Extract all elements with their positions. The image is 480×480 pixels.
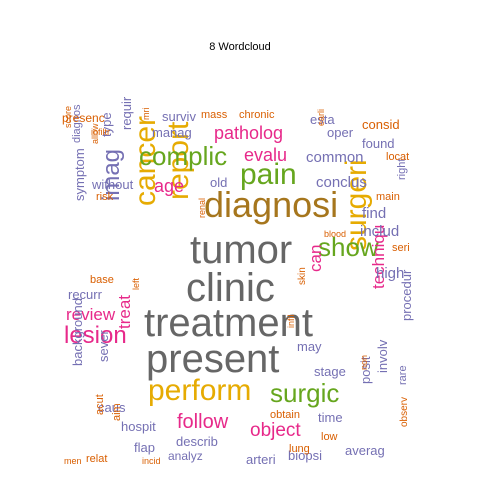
- word-lesion: lesion: [64, 322, 127, 349]
- word-common: common: [306, 149, 364, 166]
- word-perform: perform: [148, 374, 252, 407]
- word-sever: sever: [96, 330, 111, 362]
- word-base: base: [90, 274, 114, 286]
- word-analyz: analyz: [168, 449, 203, 463]
- word-treatment: treatment: [144, 301, 313, 345]
- word-age: age: [154, 176, 185, 196]
- word-present: present: [146, 337, 280, 381]
- word-patholog: patholog: [214, 123, 284, 143]
- word-esta: esta: [310, 112, 335, 127]
- word-earli: earli: [316, 108, 326, 126]
- word-rare: rare: [397, 365, 409, 385]
- word-skin: skin: [297, 267, 308, 285]
- word-lung: lung: [289, 443, 310, 455]
- word-incid: incid: [142, 456, 161, 466]
- word-surviv: surviv: [162, 109, 196, 124]
- word-biopsi: biopsi: [288, 448, 322, 463]
- word-averag: averag: [345, 443, 385, 458]
- word-manag: manag: [152, 125, 192, 140]
- word-infil: infil: [286, 314, 296, 328]
- word-aim: aim: [111, 403, 123, 421]
- word-recurr: recurr: [68, 287, 102, 302]
- word-stage: stage: [314, 364, 346, 379]
- word-follow: follow: [177, 411, 229, 433]
- word-obtain: obtain: [270, 409, 300, 421]
- word-observ: observ: [399, 396, 410, 427]
- word-main: main: [376, 191, 400, 203]
- word-chronic: chronic: [239, 109, 275, 121]
- word-infiltr: infiltr: [91, 127, 111, 137]
- word-show: show: [318, 232, 379, 262]
- word-old: old: [210, 175, 228, 190]
- word-find: find: [362, 205, 387, 222]
- word-risk: risk: [96, 191, 114, 203]
- word-object: object: [250, 420, 301, 441]
- word-allow: allow: [90, 123, 100, 144]
- word-locat: locat: [386, 151, 410, 163]
- word-diagnosi: diagnosi: [204, 184, 339, 225]
- word-involv: involv: [375, 339, 390, 373]
- word-surgic: surgic: [270, 378, 340, 408]
- word-requir: requir: [119, 96, 134, 130]
- word-hospit: hospit: [121, 419, 156, 434]
- word-seri: seri: [392, 242, 410, 254]
- word-may: may: [297, 339, 322, 354]
- word-pain: pain: [240, 158, 297, 191]
- word-symptom: symptom: [72, 148, 87, 201]
- word-presenc: presenc: [62, 111, 105, 125]
- word-conclus: conclus: [316, 174, 367, 191]
- word-treat: treat: [115, 294, 134, 329]
- chart-title: 8 Wordcloud: [209, 41, 271, 53]
- word-renal: renal: [197, 197, 207, 218]
- word-describ: describ: [176, 434, 218, 449]
- word-includ: includ: [360, 223, 400, 240]
- word-evalu: evalu: [244, 145, 288, 165]
- word-men: men: [64, 456, 82, 466]
- word-oper: oper: [327, 125, 354, 140]
- word-high: high: [376, 265, 405, 282]
- word-low: low: [321, 431, 338, 443]
- word-procedur: procedur: [399, 269, 414, 321]
- word-clinic: clinic: [186, 266, 275, 310]
- word-arteri: arteri: [246, 452, 276, 467]
- word-complic: complic: [139, 141, 228, 171]
- word-relat: relat: [86, 453, 108, 465]
- word-flap: flap: [134, 440, 155, 455]
- word-found: found: [362, 136, 395, 151]
- word-caus: caus: [98, 400, 126, 415]
- word-blood: blood: [324, 229, 347, 239]
- word-background: background: [70, 298, 85, 366]
- word-without: without: [92, 177, 134, 192]
- word-non: non: [359, 354, 369, 370]
- word-left: left: [131, 277, 141, 290]
- word-score: score: [63, 105, 73, 128]
- word-time: time: [318, 410, 343, 425]
- word-review: review: [66, 305, 116, 324]
- word-mass: mass: [201, 109, 228, 121]
- word-consid: consid: [362, 117, 400, 132]
- word-can: can: [306, 244, 325, 272]
- word-tumor: tumor: [190, 228, 293, 272]
- word-mri: mri: [141, 107, 151, 121]
- word-acut: acut: [94, 394, 106, 415]
